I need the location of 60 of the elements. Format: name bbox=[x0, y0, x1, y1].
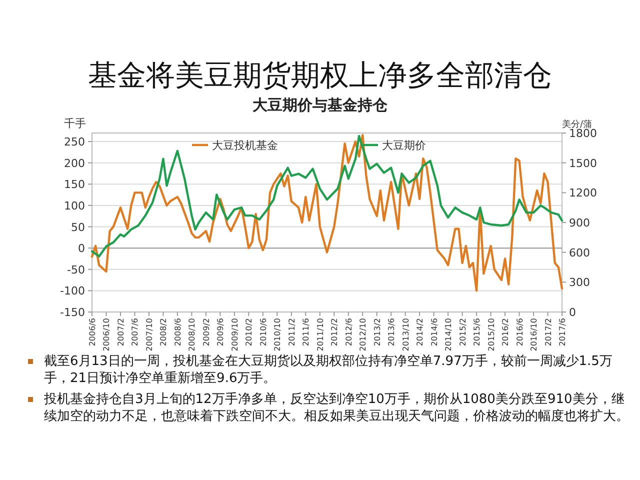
x-tick-label: 2010/10 bbox=[273, 318, 282, 352]
x-tick-label: 2006/6 bbox=[88, 318, 97, 346]
y2-tick-label: 900 bbox=[569, 216, 590, 230]
x-tick-label: 2011/10 bbox=[316, 318, 325, 352]
y-axis-title: 千手 bbox=[64, 117, 86, 130]
x-tick-label: 2015/6 bbox=[472, 318, 482, 346]
y2-tick-label: 1500 bbox=[569, 156, 597, 170]
text: 截至6月13日的一周，投机基金在大豆期货以及期权部位持有净空单7.97万手，较前一周减少1.5万手，21日预计净空单重新增至9.6万手。 bbox=[44, 354, 612, 386]
x-tick-label: 2013/2 bbox=[372, 318, 382, 346]
legend-label: 大豆期价 bbox=[382, 139, 426, 152]
x-tick-label: 2007/2 bbox=[116, 318, 126, 346]
x-tick-label: 2015/10 bbox=[486, 318, 496, 352]
x-tick-label: 2009/2 bbox=[202, 318, 211, 346]
y2-tick-label: 1200 bbox=[569, 186, 597, 200]
y-tick-label: 50 bbox=[71, 220, 85, 234]
legend-label: 大豆投机基金 bbox=[212, 139, 278, 152]
y-tick-label: 0 bbox=[78, 242, 85, 256]
x-tick-label: 2011/2 bbox=[287, 318, 296, 346]
x-tick-label: 2014/2 bbox=[416, 318, 425, 346]
y2-tick-label: 300 bbox=[569, 276, 590, 290]
y-tick-label: 150 bbox=[64, 178, 85, 192]
x-tick-label: 2008/6 bbox=[173, 318, 182, 346]
x-tick-label: 2009/6 bbox=[216, 318, 226, 346]
x-tick-label: 2012/2 bbox=[330, 318, 340, 346]
x-tick-label: 2007/10 bbox=[144, 318, 154, 352]
x-tick-label: 2010/2 bbox=[244, 318, 254, 346]
y-tick-label: 200 bbox=[64, 156, 85, 170]
x-tick-label: 2016/6 bbox=[515, 318, 524, 346]
y-tick-label: -50 bbox=[67, 263, 85, 276]
x-tick-label: 2014/10 bbox=[444, 318, 454, 352]
x-tick-label: 2014/6 bbox=[430, 318, 439, 346]
line-series bbox=[90, 134, 564, 258]
y2-tick-label: 600 bbox=[569, 246, 590, 260]
line-series bbox=[90, 134, 564, 292]
x-tick-label: 2013/6 bbox=[387, 318, 396, 346]
x-tick-label: 2016/10 bbox=[530, 318, 539, 352]
y2-axis-title: 美分/蒲 bbox=[562, 119, 592, 130]
x-tick-label: 2006/10 bbox=[102, 318, 112, 352]
x-tick-label: 2007/6 bbox=[130, 318, 140, 346]
y-tick-label: 100 bbox=[64, 199, 85, 212]
chart-subtitle: 大豆期价与基金持仓 bbox=[252, 96, 388, 115]
x-tick-label: 2008/2 bbox=[159, 318, 168, 346]
x-tick-label: 2011/6 bbox=[302, 318, 311, 346]
x-tick-label: 2017/2 bbox=[544, 318, 553, 346]
y2-tick-label: 0 bbox=[569, 306, 576, 319]
y-tick-label: 250 bbox=[64, 136, 85, 149]
y-tick-label: -100 bbox=[60, 284, 85, 298]
x-tick-label: 2012/10 bbox=[358, 318, 368, 352]
y2-tick-label: 1800 bbox=[569, 127, 597, 140]
y-tick-label: -150 bbox=[60, 306, 85, 319]
text: 投机基金持仓自3月上旬的12万手净多单，反空达到净空10万手，期价从1080美分跌至910美分，继续加空的动力不足，也意味着下跌空间不大。相反如果美豆出现天气问题，价格波动的幅度也将扩大。 bbox=[44, 392, 629, 424]
x-tick-label: 2012/6 bbox=[344, 318, 354, 346]
x-tick-label: 2010/6 bbox=[258, 318, 268, 346]
chart-title: 基金将美豆期货期权上净多全部清仓 bbox=[87, 57, 553, 94]
x-tick-label: 2008/10 bbox=[188, 318, 197, 352]
x-tick-label: 2009/10 bbox=[230, 318, 240, 352]
x-tick-label: 2016/2 bbox=[501, 318, 510, 346]
x-tick-label: 2015/2 bbox=[458, 318, 468, 346]
x-tick-label: 2017/6 bbox=[558, 318, 567, 346]
x-tick-label: 2013/10 bbox=[401, 318, 410, 352]
